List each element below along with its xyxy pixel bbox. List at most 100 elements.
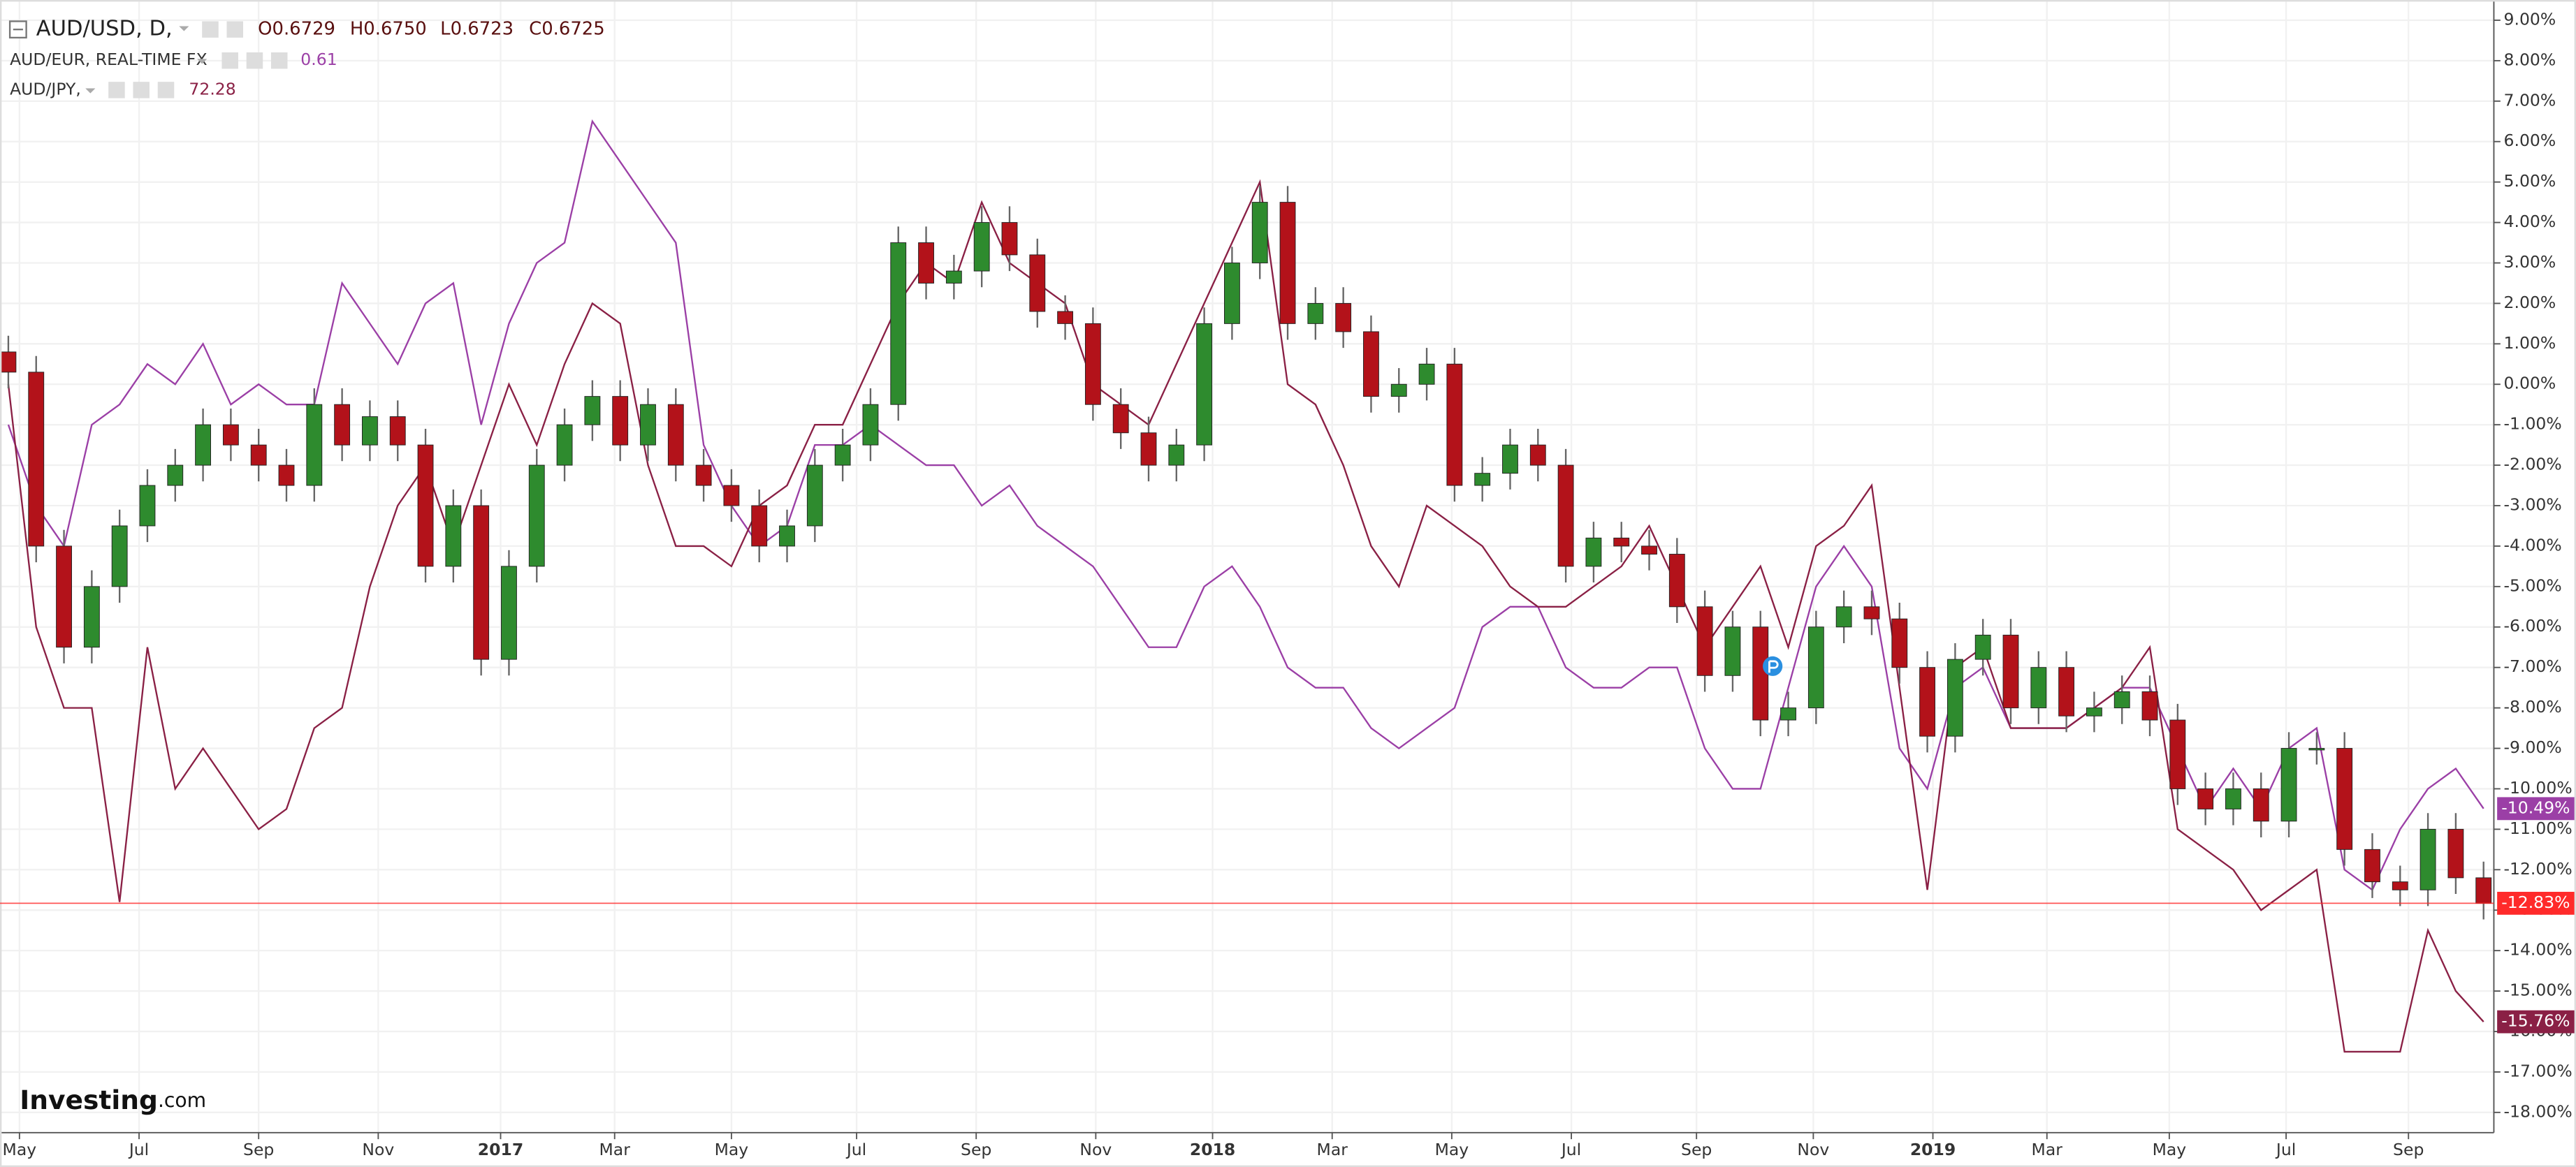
candle-body [1946, 659, 1963, 737]
candle-body [1807, 626, 1824, 709]
candle-body [2336, 748, 2353, 850]
candle-body [1363, 331, 1379, 397]
x-tick-label: Sep [2393, 1140, 2424, 1159]
candle-body [167, 464, 184, 486]
candle-body [1863, 606, 1880, 619]
candle-body [2030, 667, 2047, 709]
candle-body [362, 416, 378, 446]
visibility-icon[interactable] [246, 52, 263, 69]
candle-body [1752, 626, 1769, 721]
candle-body [1084, 323, 1101, 405]
last-value-box [2497, 891, 2575, 915]
candles [0, 186, 2492, 920]
y-tick-label: 9.00% [2504, 9, 2556, 29]
logo-suffix: .com [158, 1089, 206, 1112]
dropdown-arrow[interactable] [197, 59, 208, 64]
y-tick-label: -14.00% [2504, 940, 2573, 960]
candle-body [2308, 748, 2325, 751]
y-tick-label: -9.00% [2504, 737, 2562, 757]
legend-series: AUD/JPY, [10, 79, 81, 98]
candle-body [56, 545, 72, 648]
candle-body [473, 505, 490, 660]
last-value-label: -12.83% [2501, 893, 2570, 912]
candle-body [1224, 263, 1240, 324]
candle-body [2392, 881, 2408, 890]
candle-body [1418, 363, 1435, 385]
logo: Investing.com [20, 1085, 206, 1115]
remove-icon[interactable] [157, 82, 175, 98]
candle-body [1919, 667, 1935, 737]
candle-body [2002, 634, 2019, 709]
candle-body [2169, 719, 2186, 789]
x-tick-label: May [2153, 1140, 2187, 1159]
candle-body [306, 404, 323, 486]
legend-value: 72.28 [189, 79, 235, 98]
dropdown-arrow[interactable] [179, 26, 189, 31]
y-tick-label: -3.00% [2504, 495, 2562, 515]
legend-series: AUD/EUR, REAL-TIME FX [10, 50, 207, 69]
visibility-icon[interactable] [133, 82, 150, 98]
legend-value: 0.61 [300, 50, 337, 69]
settings-icon[interactable] [221, 52, 238, 69]
x-tick-label: Jul [845, 1140, 866, 1159]
candle-body [445, 505, 462, 567]
y-tick-label: -12.00% [2504, 859, 2573, 879]
candle-body [334, 404, 351, 446]
candle-body [1390, 383, 1407, 397]
dropdown-arrow[interactable] [85, 88, 96, 94]
event-marker[interactable] [1763, 656, 1783, 676]
event-marker-glyph [1768, 660, 1779, 673]
candle-body [2447, 828, 2464, 879]
candle-body [1724, 626, 1741, 676]
candle-body [111, 525, 128, 587]
candle-body [501, 566, 517, 660]
y-tick-label: -4.00% [2504, 535, 2562, 555]
candle-body [2058, 667, 2075, 717]
candle-body [1557, 464, 1574, 567]
settings-icon[interactable] [108, 82, 125, 98]
y-tick-label: 4.00% [2504, 212, 2556, 231]
x-tick-label: Sep [961, 1140, 991, 1159]
close-label: C0.6725 [529, 19, 605, 40]
y-tick-label: -6.00% [2504, 616, 2562, 636]
last-value-box [2497, 1010, 2575, 1034]
y-tick-label: 5.00% [2504, 171, 2556, 191]
candle-body [584, 396, 601, 425]
candle-body [1168, 444, 1185, 466]
logo-main: Investing [20, 1085, 158, 1115]
low-label: L0.6723 [440, 19, 514, 40]
settings-icon[interactable] [202, 21, 219, 38]
candle-body [1641, 545, 1657, 555]
candle-body [862, 404, 879, 446]
visibility-icon[interactable] [226, 21, 244, 38]
last-value-box [2497, 797, 2575, 821]
candle-body [612, 396, 629, 446]
y-tick-label: -1.00% [2504, 414, 2562, 434]
remove-icon[interactable] [270, 52, 288, 69]
candle-body [890, 242, 907, 405]
y-tick-label: -7.00% [2504, 656, 2562, 676]
candle-body [1474, 473, 1491, 486]
candle-body [417, 444, 434, 567]
x-tick-label: 2018 [1190, 1140, 1235, 1159]
candle-body [2419, 828, 2436, 890]
last-value-label: -15.76% [2501, 1011, 2570, 1031]
y-tick-label: -15.00% [2504, 981, 2573, 1000]
x-tick-label: Nov [1797, 1140, 1829, 1159]
candle-body [1891, 618, 1908, 668]
candle-body [779, 525, 795, 547]
candle-body [1001, 222, 1018, 256]
candle-body [695, 464, 712, 486]
candle-body [2364, 849, 2380, 883]
candle-body [2280, 748, 2297, 822]
candle-body [0, 351, 17, 373]
x-tick-label: May [1435, 1140, 1469, 1159]
candle-body [2253, 788, 2269, 822]
candle-body [2086, 707, 2102, 717]
x-tick-label: May [715, 1140, 749, 1159]
x-tick-label: Sep [243, 1140, 274, 1159]
candle-body [1780, 707, 1796, 721]
